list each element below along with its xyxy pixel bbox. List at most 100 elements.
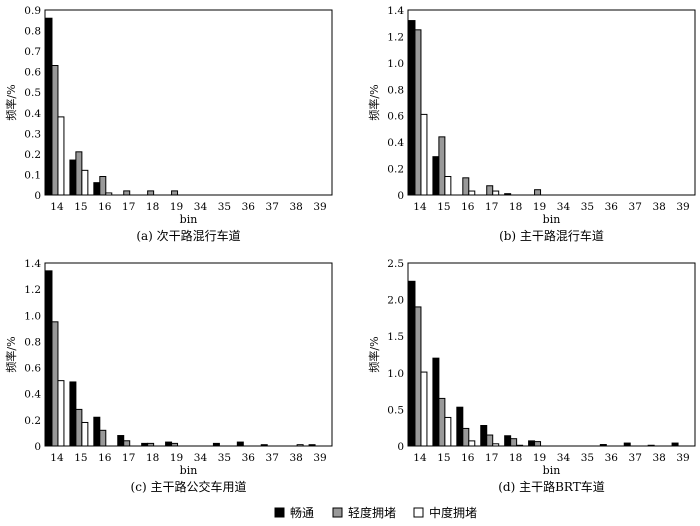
x-tick-label: 16: [461, 452, 475, 464]
plot-frame: [407, 262, 696, 447]
y-tick-label: 1.2: [387, 31, 404, 43]
bar-changtong-39: [671, 442, 679, 447]
legend-swatch-zhongdu-yongdu: [413, 507, 424, 518]
y-tick-label: 0.4: [24, 108, 41, 120]
legend-swatch-qingdu-yongdu: [332, 507, 343, 518]
bar-qingdu-yongdu-18: [147, 442, 155, 447]
x-tick-label: 39: [676, 201, 689, 213]
x-tick-label: 19: [170, 452, 183, 464]
x-tick-label: 38: [652, 452, 665, 464]
y-tick-label: 0.1: [24, 169, 41, 181]
y-axis-label: 频率/%: [4, 336, 18, 372]
x-tick-label: 37: [629, 452, 642, 464]
bar-zhongdu-yongdu-16: [468, 440, 476, 447]
bar-changtong-16: [456, 406, 464, 447]
bar-qingdu-yongdu-17: [486, 434, 494, 447]
x-tick-label: 15: [437, 201, 450, 213]
y-tick-label: 0.6: [24, 67, 41, 79]
y-tick-label: 1.4: [24, 258, 41, 270]
x-tick-label: 14: [413, 452, 427, 464]
x-axis-label: bin: [180, 213, 198, 226]
bar-zhongdu-yongdu-15: [444, 416, 452, 447]
bar-qingdu-yongdu-15: [75, 151, 83, 196]
bar-changtong-15: [432, 357, 440, 447]
x-tick-label: 34: [194, 201, 208, 213]
x-tick-label: 18: [509, 201, 522, 213]
x-tick-label: 16: [98, 452, 112, 464]
x-tick-label: 35: [581, 201, 594, 213]
bar-qingdu-yongdu-19: [534, 189, 542, 196]
legend-label-zhongdu-yongdu: 中度拥堵: [429, 505, 477, 520]
bar-zhongdu-yongdu-15: [81, 421, 89, 447]
bar-qingdu-yongdu-15: [75, 408, 83, 447]
y-tick-label: 2.5: [387, 258, 404, 270]
bar-changtong-18: [504, 435, 512, 447]
x-tick-label: 34: [557, 201, 571, 213]
panel-caption: (b) 主干路混行车道: [499, 228, 604, 243]
y-tick-label: 1.4: [387, 5, 404, 17]
chart-panel-3: 0 0.2 0.4 0.6 0.8 1.0 1.2 1.4 14 15 16 17 18 19 34 35 36…: [4, 258, 333, 494]
y-tick-label: 1.0: [387, 58, 404, 70]
legend-label-changtong: 畅通: [290, 506, 314, 520]
bar-qingdu-yongdu-19: [534, 441, 542, 447]
bar-qingdu-yongdu-18: [510, 438, 518, 447]
bar-zhongdu-yongdu-38: [296, 444, 304, 447]
x-tick-label: 36: [605, 201, 619, 213]
bar-qingdu-yongdu-18: [147, 190, 155, 196]
x-tick-label: 16: [461, 201, 475, 213]
bar-changtong-14: [45, 270, 53, 447]
bar-changtong-35: [212, 442, 220, 447]
x-tick-label: 39: [676, 452, 689, 464]
x-tick-label: 17: [485, 452, 498, 464]
y-tick-label: 0.2: [24, 415, 41, 427]
x-tick-label: 19: [170, 201, 183, 213]
x-tick-label: 38: [289, 201, 302, 213]
x-tick-label: 39: [313, 452, 326, 464]
x-tick-label: 37: [266, 452, 279, 464]
x-tick-label: 35: [581, 452, 594, 464]
bar-qingdu-yongdu-15: [438, 136, 446, 196]
x-tick-label: 17: [122, 201, 135, 213]
bar-changtong-19: [165, 441, 173, 447]
bar-qingdu-yongdu-17: [123, 190, 131, 196]
bar-qingdu-yongdu-14: [414, 306, 422, 447]
x-tick-label: 14: [50, 452, 64, 464]
x-axis-label: bin: [543, 213, 561, 226]
panel-caption: (d) 主干路BRT车道: [498, 479, 605, 494]
y-tick-label: 1.0: [24, 310, 41, 322]
x-axis-label: bin: [180, 464, 198, 477]
bar-zhongdu-yongdu-14: [420, 113, 428, 196]
panel-caption: (a) 次干路混行车道: [136, 228, 240, 243]
chart-panel-4: 0 0.5 1.0 1.5 2.0 2.5 14 15 16 17 18 19 34 35 36 37 38 39…: [367, 258, 696, 494]
bar-qingdu-yongdu-19: [171, 190, 179, 196]
x-tick-label: 35: [218, 452, 231, 464]
x-tick-label: 14: [50, 201, 64, 213]
bar-changtong-38: [647, 444, 655, 447]
bar-changtong-15: [69, 159, 77, 196]
y-tick-label: 0.4: [24, 389, 41, 401]
bar-changtong-37: [623, 442, 631, 447]
x-axis-label: bin: [543, 464, 561, 477]
legend-swatch-changtong: [274, 507, 285, 518]
bar-qingdu-yongdu-15: [438, 397, 446, 447]
y-tick-label: 0: [34, 441, 41, 453]
bar-qingdu-yongdu-16: [99, 176, 107, 196]
x-tick-label: 37: [266, 201, 279, 213]
bar-changtong-14: [408, 280, 416, 447]
bar-qingdu-yongdu-14: [414, 29, 422, 196]
bar-changtong-15: [432, 156, 440, 196]
bar-changtong-16: [93, 182, 101, 196]
bar-changtong-17: [117, 435, 125, 447]
plot-frame: [44, 262, 333, 447]
bar-changtong-18: [141, 442, 149, 447]
bar-qingdu-yongdu-14: [51, 65, 59, 196]
y-tick-label: 0.9: [24, 5, 41, 17]
y-tick-label: 0.8: [24, 336, 41, 348]
bar-zhongdu-yongdu-14: [57, 380, 65, 447]
y-tick-label: 1.0: [387, 368, 404, 380]
bar-changtong-39: [308, 444, 316, 447]
y-tick-label: 0.8: [387, 84, 404, 96]
bar-changtong-16: [93, 416, 101, 447]
y-tick-label: 0.2: [387, 164, 404, 176]
y-tick-label: 1.2: [24, 284, 41, 296]
